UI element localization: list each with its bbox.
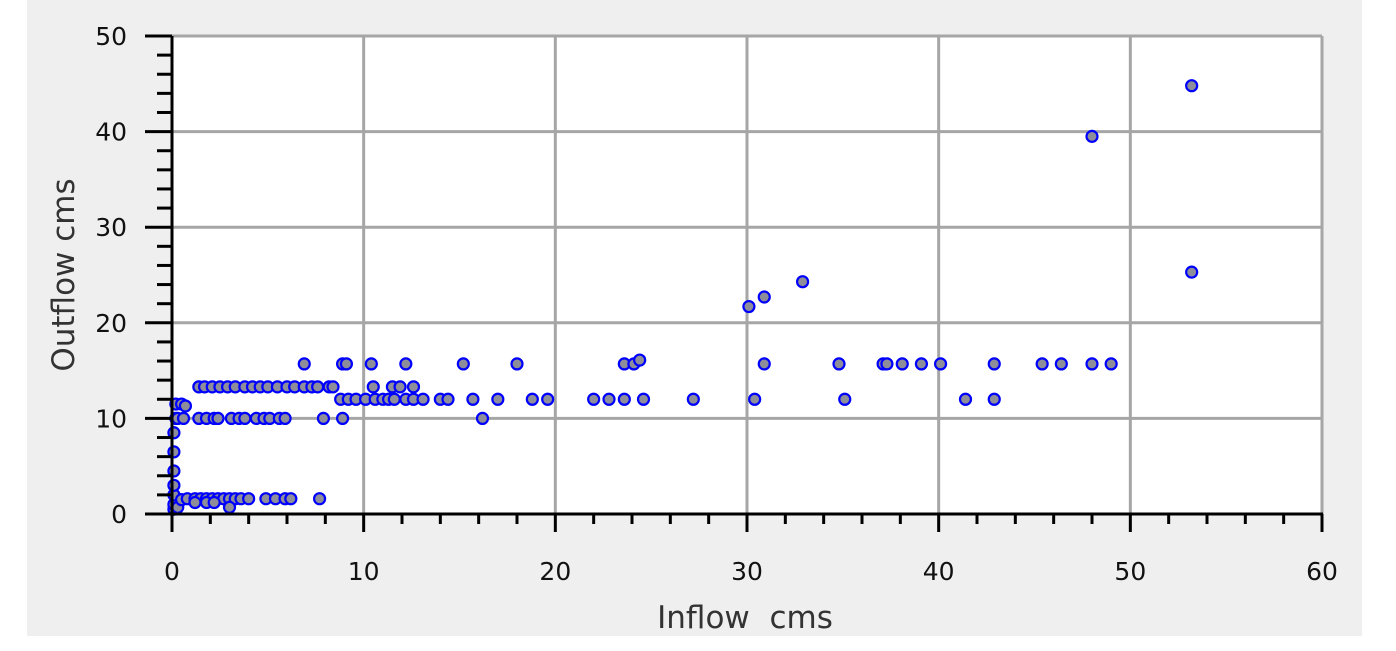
data-point: [1085, 357, 1099, 371]
x-tick-label: 30: [731, 557, 763, 586]
data-point: [311, 380, 325, 394]
data-point: [238, 411, 252, 425]
data-point: [1035, 357, 1049, 371]
data-point: [587, 392, 601, 406]
x-tick-label: 20: [539, 557, 571, 586]
data-point: [366, 380, 380, 394]
axes: [145, 34, 1324, 532]
data-point: [795, 275, 810, 289]
data-point: [636, 392, 651, 406]
data-point: [475, 411, 490, 425]
x-axis-title: Inflow cms: [657, 600, 833, 636]
data-point: [1085, 129, 1099, 143]
data-point: [167, 478, 181, 492]
data-point: [441, 392, 455, 406]
data-point: [297, 357, 311, 371]
data-point: [188, 495, 202, 510]
data-point: [335, 411, 350, 425]
y-tick-label: 10: [95, 404, 127, 433]
data-point: [987, 392, 1001, 406]
data-point: [316, 411, 331, 425]
x-tick-label: 40: [923, 557, 955, 586]
y-axis-title: Outflow cms: [46, 178, 82, 371]
x-tick-label: 10: [348, 557, 380, 586]
data-point: [757, 357, 771, 371]
data-point: [958, 392, 973, 406]
data-point: [602, 392, 616, 406]
data-point: [178, 399, 193, 413]
y-tick-label: 30: [95, 213, 127, 242]
data-point: [406, 380, 421, 394]
data-point: [933, 357, 948, 371]
data-point: [1054, 357, 1068, 371]
data-point: [1104, 357, 1118, 371]
data-point: [456, 357, 470, 371]
data-point: [525, 392, 539, 406]
y-tick-label: 50: [95, 22, 127, 51]
data-point: [416, 392, 430, 406]
data-point: [987, 357, 1001, 371]
data-point: [491, 392, 505, 406]
data-point: [838, 392, 852, 406]
data-point: [1185, 265, 1199, 279]
data-point: [339, 357, 354, 371]
y-tick-label: 20: [95, 309, 127, 338]
data-point: [284, 492, 298, 506]
y-tick-label: 40: [95, 118, 127, 147]
data-point: [211, 411, 225, 425]
y-tick-labels: 0 10 20 30 40 50: [95, 22, 127, 529]
data-point: [757, 290, 771, 304]
data-point: [617, 392, 631, 406]
y-tick-label: 0: [111, 500, 127, 529]
data-point: [326, 380, 340, 394]
data-point: [242, 492, 256, 506]
x-tick-label: 60: [1306, 557, 1338, 586]
data-point: [914, 357, 929, 371]
data-point: [222, 500, 237, 514]
data-point: [633, 353, 647, 367]
x-tick-label: 50: [1114, 557, 1146, 586]
data-point: [895, 357, 909, 371]
data-point: [541, 392, 555, 406]
data-point: [748, 392, 762, 406]
data-point: [1185, 79, 1199, 93]
grid: [172, 34, 1324, 514]
data-point: [312, 492, 327, 506]
data-point: [832, 357, 846, 371]
data-point: [742, 299, 756, 314]
data-point: [466, 392, 480, 406]
data-point: [176, 411, 191, 425]
data-point: [880, 357, 894, 371]
data-points: [167, 79, 1199, 516]
data-point: [364, 357, 378, 371]
data-point: [393, 380, 407, 394]
x-tick-label: 0: [164, 557, 180, 586]
x-tick-labels: 0 10 20 30 40 50 60: [164, 557, 1338, 586]
data-point: [278, 411, 292, 425]
data-point: [399, 357, 413, 371]
data-point: [686, 392, 700, 406]
data-point: [510, 357, 524, 371]
data-point: [387, 392, 401, 406]
data-point: [207, 495, 221, 510]
